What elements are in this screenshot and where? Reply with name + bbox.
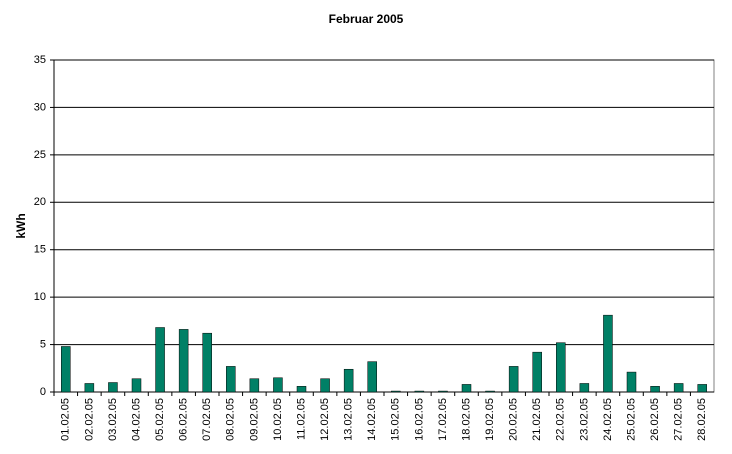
- y-tick-label: 5: [40, 338, 46, 350]
- bar: [697, 384, 707, 393]
- x-tick-label: 20.02.05: [508, 398, 520, 441]
- bar: [603, 314, 613, 393]
- x-tick-label: 28.02.05: [696, 398, 708, 441]
- bar: [485, 390, 495, 393]
- bar: [249, 378, 260, 393]
- x-tick-label: 22.02.05: [555, 398, 567, 441]
- x-tick-label: 01.02.05: [60, 398, 72, 441]
- bar: [108, 382, 118, 393]
- x-tick-label: 24.02.05: [602, 398, 614, 441]
- bar: [155, 327, 165, 393]
- x-tick-label: 27.02.05: [673, 398, 685, 441]
- x-tick-label: 09.02.05: [248, 398, 260, 441]
- bar: [343, 368, 354, 393]
- x-tick-label: 19.02.05: [484, 398, 496, 441]
- x-tick-label: 26.02.05: [649, 398, 661, 441]
- bar: [626, 371, 637, 393]
- x-tick-label: 18.02.05: [460, 398, 472, 441]
- bar: [461, 384, 472, 393]
- bar: [320, 378, 330, 393]
- bar: [673, 383, 684, 393]
- chart-title: Februar 2005: [329, 12, 404, 26]
- bar: [131, 378, 142, 393]
- x-tick-label: 25.02.05: [625, 398, 637, 441]
- x-tick-label: 17.02.05: [437, 398, 449, 441]
- y-axis-label: kWh: [14, 213, 28, 238]
- x-tick-label: 10.02.05: [272, 398, 284, 441]
- x-tick-label: 14.02.05: [366, 398, 378, 441]
- x-tick-label: 08.02.05: [225, 398, 237, 441]
- x-tick-label: 21.02.05: [531, 398, 543, 441]
- x-tick-label: 12.02.05: [319, 398, 331, 441]
- y-tick-label: 0: [40, 386, 46, 398]
- bar: [61, 346, 71, 393]
- x-tick-label: 05.02.05: [154, 398, 166, 441]
- y-tick-label: 30: [34, 101, 46, 113]
- x-tick-label: 07.02.05: [201, 398, 213, 441]
- bar: [296, 386, 307, 393]
- bar: [202, 332, 212, 393]
- bar: [579, 383, 590, 393]
- y-tick-label: 25: [34, 149, 46, 161]
- bar: [84, 383, 95, 393]
- bar: [226, 366, 236, 393]
- bar: [532, 351, 542, 393]
- bar: [650, 386, 660, 393]
- x-tick-label: 13.02.05: [343, 398, 355, 441]
- bar: [391, 390, 401, 393]
- bar: [178, 329, 189, 393]
- bar: [438, 390, 448, 393]
- bar: [414, 390, 425, 393]
- bar: [367, 361, 377, 393]
- x-tick-label: 23.02.05: [578, 398, 590, 441]
- bar: [556, 342, 566, 393]
- y-tick-label: 15: [34, 244, 46, 256]
- bar: [273, 377, 283, 393]
- x-tick-label: 15.02.05: [390, 398, 402, 441]
- x-tick-label: 04.02.05: [130, 398, 142, 441]
- y-tick-label: 35: [34, 54, 46, 66]
- y-tick-label: 10: [34, 291, 46, 303]
- x-tick-label: 11.02.05: [295, 398, 307, 440]
- y-tick-label: 20: [34, 196, 46, 208]
- x-tick-label: 02.02.05: [83, 398, 95, 441]
- x-tick-label: 06.02.05: [178, 398, 190, 441]
- x-tick-label: 16.02.05: [413, 398, 425, 441]
- x-tick-label: 03.02.05: [107, 398, 119, 441]
- bar: [508, 366, 519, 393]
